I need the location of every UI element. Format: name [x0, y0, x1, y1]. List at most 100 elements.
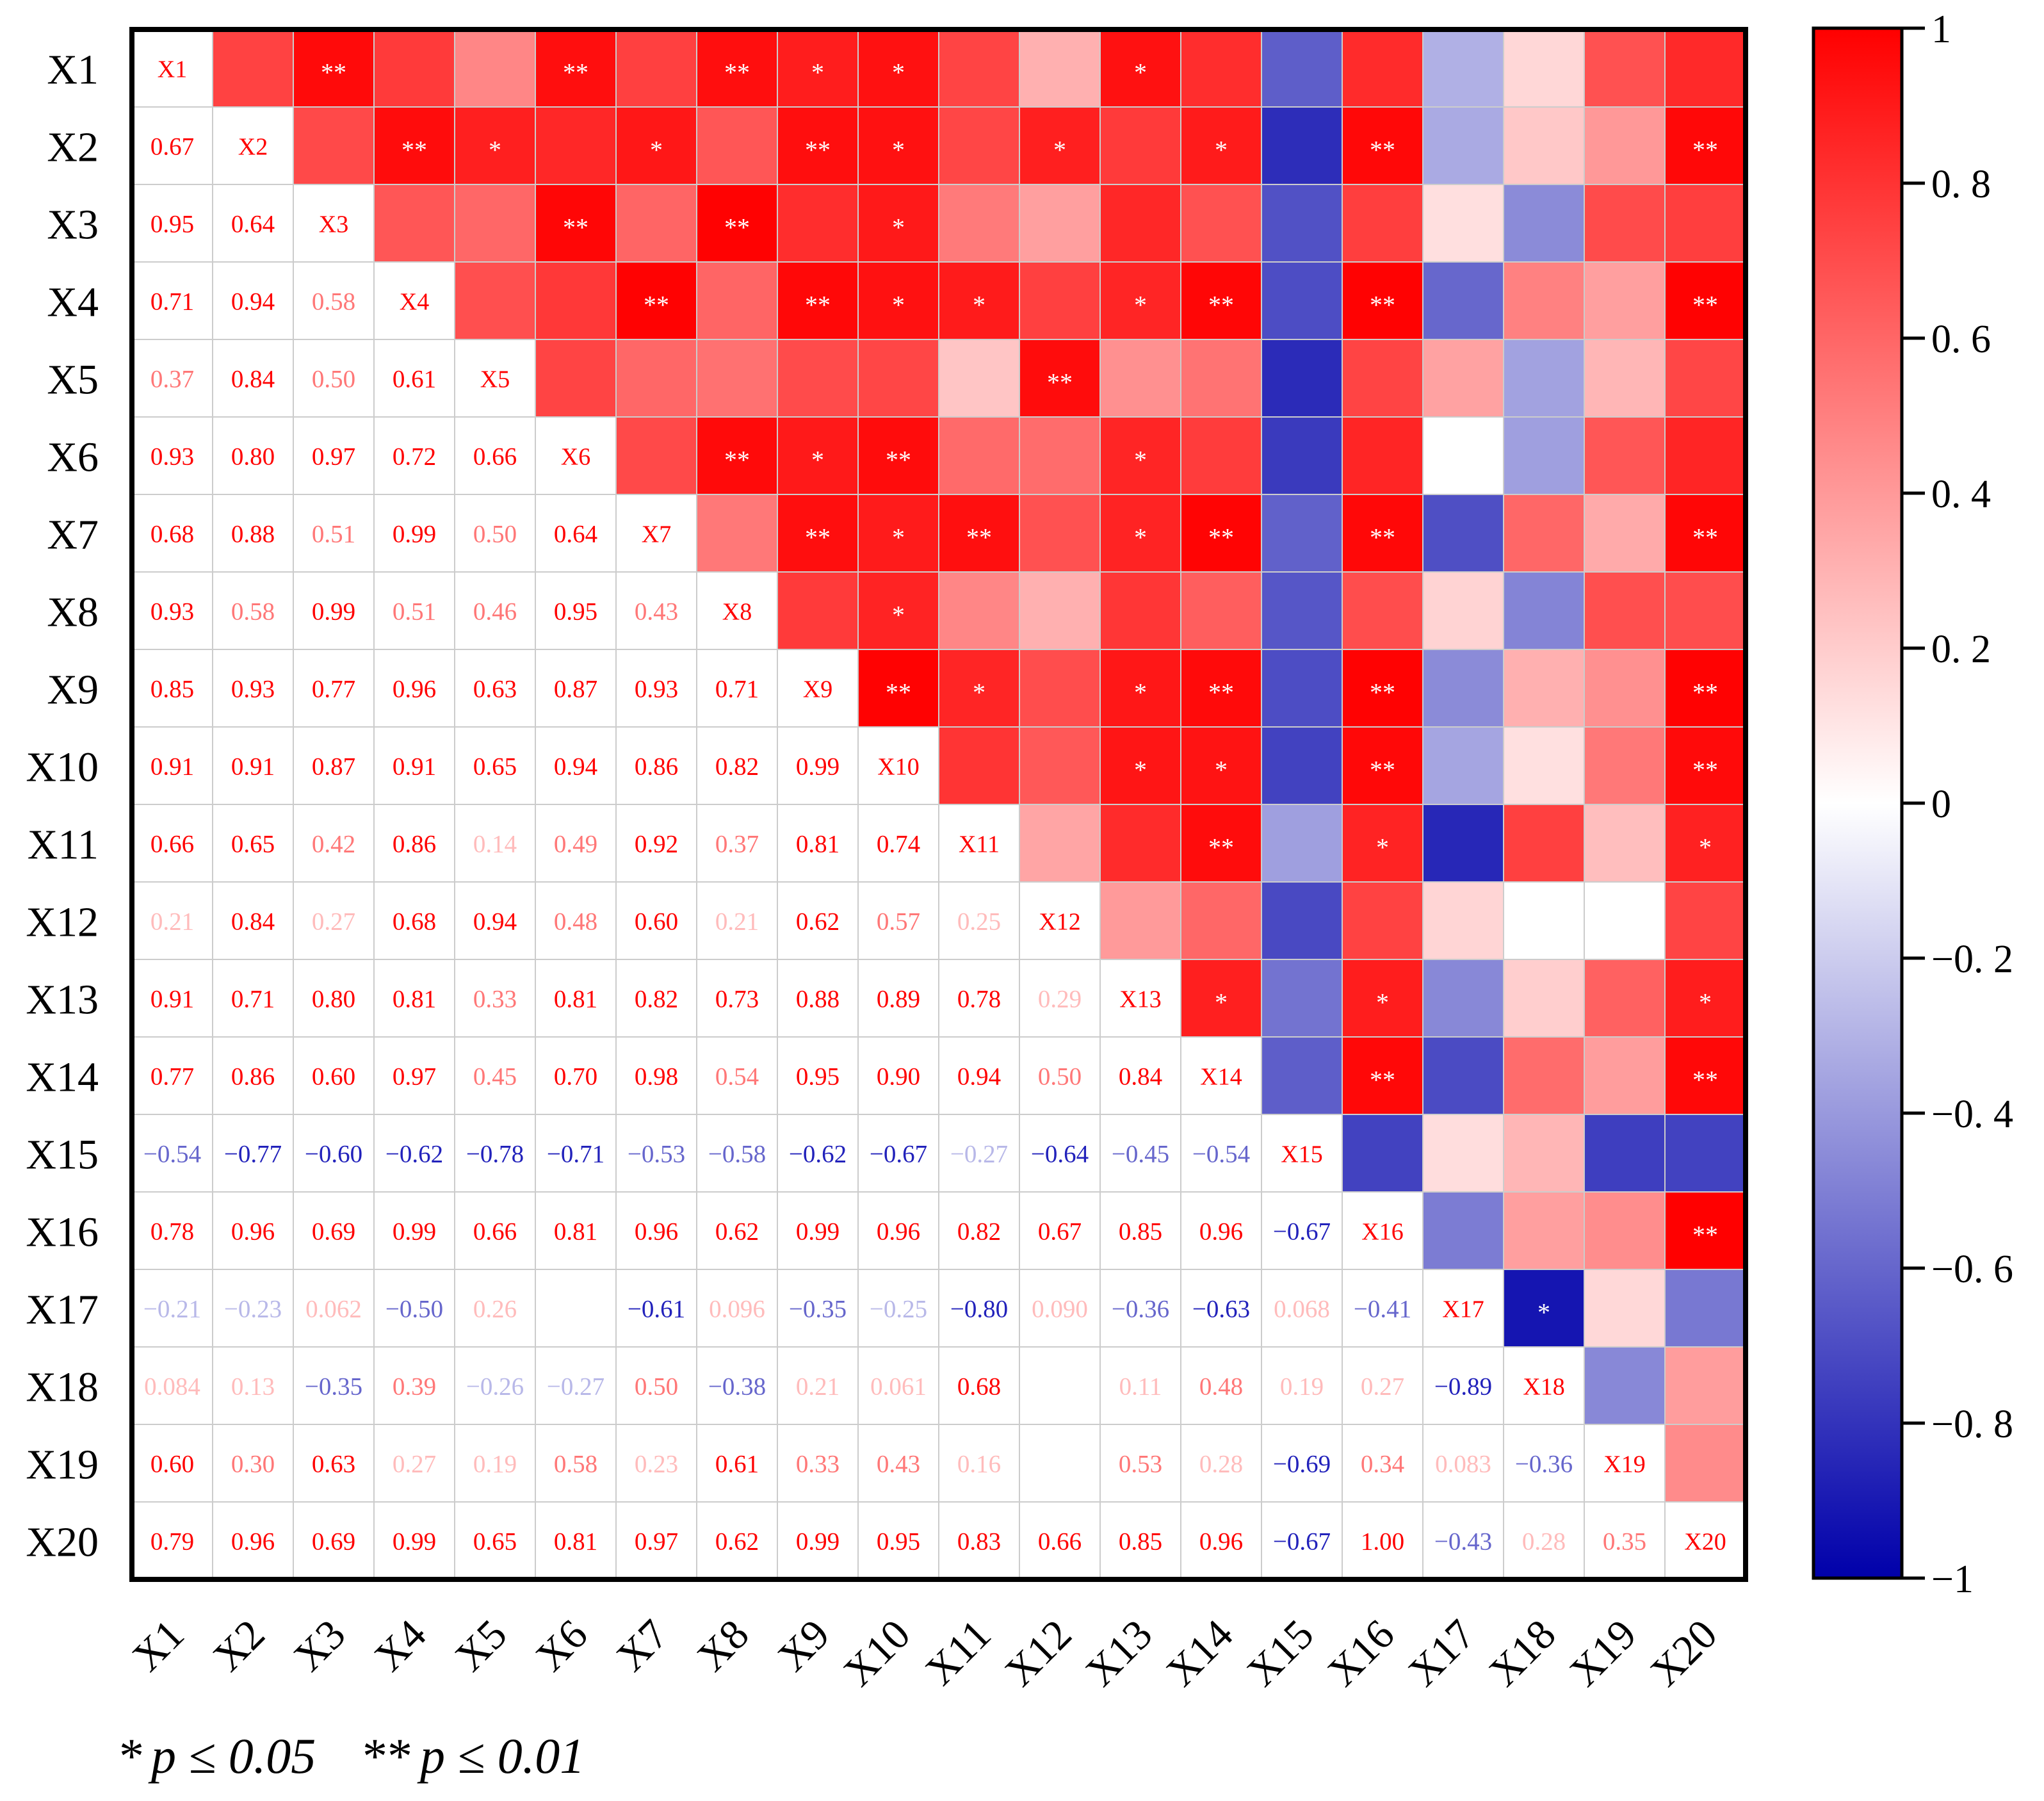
cell-X1-X17: [1423, 29, 1504, 107]
cell-X19-X9: [777, 1424, 858, 1502]
star-X4-X11: *: [973, 291, 986, 320]
col-label-X13: X13: [1077, 1611, 1162, 1695]
cell-X10-X8: [697, 727, 777, 804]
cell-X17-X9: [777, 1269, 858, 1347]
cell-X17-X14: [1181, 1269, 1261, 1347]
cell-X3-X12: [1019, 184, 1100, 262]
cell-X10-X12: [1019, 727, 1100, 804]
cell-X19-X17: [1423, 1424, 1504, 1502]
coef-X4-X3: 0.58: [312, 288, 355, 316]
cell-X6-X20: [1665, 417, 1746, 494]
cell-X16-X20: [1665, 1192, 1746, 1269]
coef-X14-X10: 0.90: [877, 1063, 920, 1091]
cell-X16-X8: [697, 1192, 777, 1269]
cell-diag-X15: [1261, 1114, 1342, 1192]
coef-X7-X6: 0.64: [554, 521, 597, 548]
cell-X20-X16: [1342, 1502, 1423, 1579]
cell-X3-X10: [858, 184, 939, 262]
diag-label-X8: X8: [722, 599, 752, 626]
cell-X12-X8: [697, 882, 777, 959]
diag-label-X14: X14: [1200, 1064, 1242, 1091]
cell-X9-X1: [132, 649, 213, 727]
cell-X9-X14: [1181, 649, 1261, 727]
star-X10-X13: *: [1134, 756, 1147, 785]
cell-X3-X20: [1665, 184, 1746, 262]
cell-X20-X3: [293, 1502, 374, 1579]
cell-X9-X5: [455, 649, 535, 727]
cell-X13-X7: [616, 959, 697, 1037]
cell-X5-X10: [858, 339, 939, 417]
coef-X16-X2: 0.96: [231, 1218, 275, 1246]
cell-X19-X8: [697, 1424, 777, 1502]
cell-X20-X14: [1181, 1502, 1261, 1579]
star-X5-X12: **: [1047, 368, 1073, 397]
cell-X4-X6: [535, 262, 616, 339]
star-X4-X16: **: [1370, 291, 1395, 320]
star-X13-X14: *: [1215, 988, 1228, 1017]
cell-X2-X16: [1342, 107, 1423, 184]
star-X4-X20: **: [1692, 291, 1718, 320]
cell-X4-X17: [1423, 262, 1504, 339]
coef-X15-X14: −0.54: [1192, 1141, 1250, 1168]
coef-X17-X7: −0.61: [628, 1296, 685, 1323]
row-label-X14: X14: [26, 1054, 99, 1101]
coef-X16-X9: 0.99: [796, 1218, 840, 1246]
col-label-X8: X8: [688, 1611, 758, 1681]
cell-X10-X20: [1665, 727, 1746, 804]
cell-X6-X8: [697, 417, 777, 494]
coef-X3-X2: 0.64: [231, 211, 275, 238]
cell-X3-X17: [1423, 184, 1504, 262]
col-label-X10: X10: [835, 1611, 920, 1695]
cell-X7-X14: [1181, 494, 1261, 572]
cell-X2-X12: [1019, 107, 1100, 184]
coef-X17-X11: −0.80: [950, 1296, 1008, 1323]
cell-X10-X1: [132, 727, 213, 804]
coef-X15-X10: −0.67: [870, 1141, 927, 1168]
cell-X2-X17: [1423, 107, 1504, 184]
coef-X12-X5: 0.94: [473, 908, 517, 936]
cell-X9-X8: [697, 649, 777, 727]
cell-X7-X12: [1019, 494, 1100, 572]
cell-X3-X6: [535, 184, 616, 262]
cell-X3-X18: [1504, 184, 1584, 262]
coef-X6-X4: 0.72: [393, 443, 436, 471]
cell-X5-X17: [1423, 339, 1504, 417]
cell-X6-X9: [777, 417, 858, 494]
star-X11-X14: **: [1208, 833, 1234, 862]
cell-X16-X6: [535, 1192, 616, 1269]
cell-X3-X15: [1261, 184, 1342, 262]
cell-X2-X3: [293, 107, 374, 184]
star-X9-X20: **: [1692, 678, 1718, 707]
cell-X19-X5: [455, 1424, 535, 1502]
cell-X6-X11: [939, 417, 1019, 494]
cell-X1-X14: [1181, 29, 1261, 107]
cell-X17-X8: [697, 1269, 777, 1347]
cell-X16-X7: [616, 1192, 697, 1269]
footnote-double-star: **: [362, 1728, 412, 1784]
cell-X13-X16: [1342, 959, 1423, 1037]
cell-X5-X15: [1261, 339, 1342, 417]
cell-X4-X19: [1584, 262, 1665, 339]
cell-X15-X4: [374, 1114, 455, 1192]
coef-X18-X10: 0.061: [870, 1373, 927, 1401]
cell-X1-X10: [858, 29, 939, 107]
cell-X19-X18: [1504, 1424, 1584, 1502]
row-label-X4: X4: [47, 279, 99, 326]
cell-X8-X1: [132, 572, 213, 649]
cell-X1-X18: [1504, 29, 1584, 107]
cell-X7-X6: [535, 494, 616, 572]
cell-X16-X5: [455, 1192, 535, 1269]
cell-X4-X5: [455, 262, 535, 339]
cell-X6-X10: [858, 417, 939, 494]
cell-X4-X20: [1665, 262, 1746, 339]
coef-X19-X11: 0.16: [957, 1451, 1001, 1478]
cell-X15-X13: [1100, 1114, 1181, 1192]
coef-X13-X8: 0.73: [715, 986, 759, 1013]
cell-X6-X14: [1181, 417, 1261, 494]
coef-X6-X1: 0.93: [150, 443, 194, 471]
col-label-X11: X11: [916, 1611, 1000, 1694]
star-X4-X7: **: [644, 291, 669, 320]
cell-X1-X9: [777, 29, 858, 107]
row-label-X18: X18: [26, 1364, 99, 1411]
cell-X20-X1: [132, 1502, 213, 1579]
